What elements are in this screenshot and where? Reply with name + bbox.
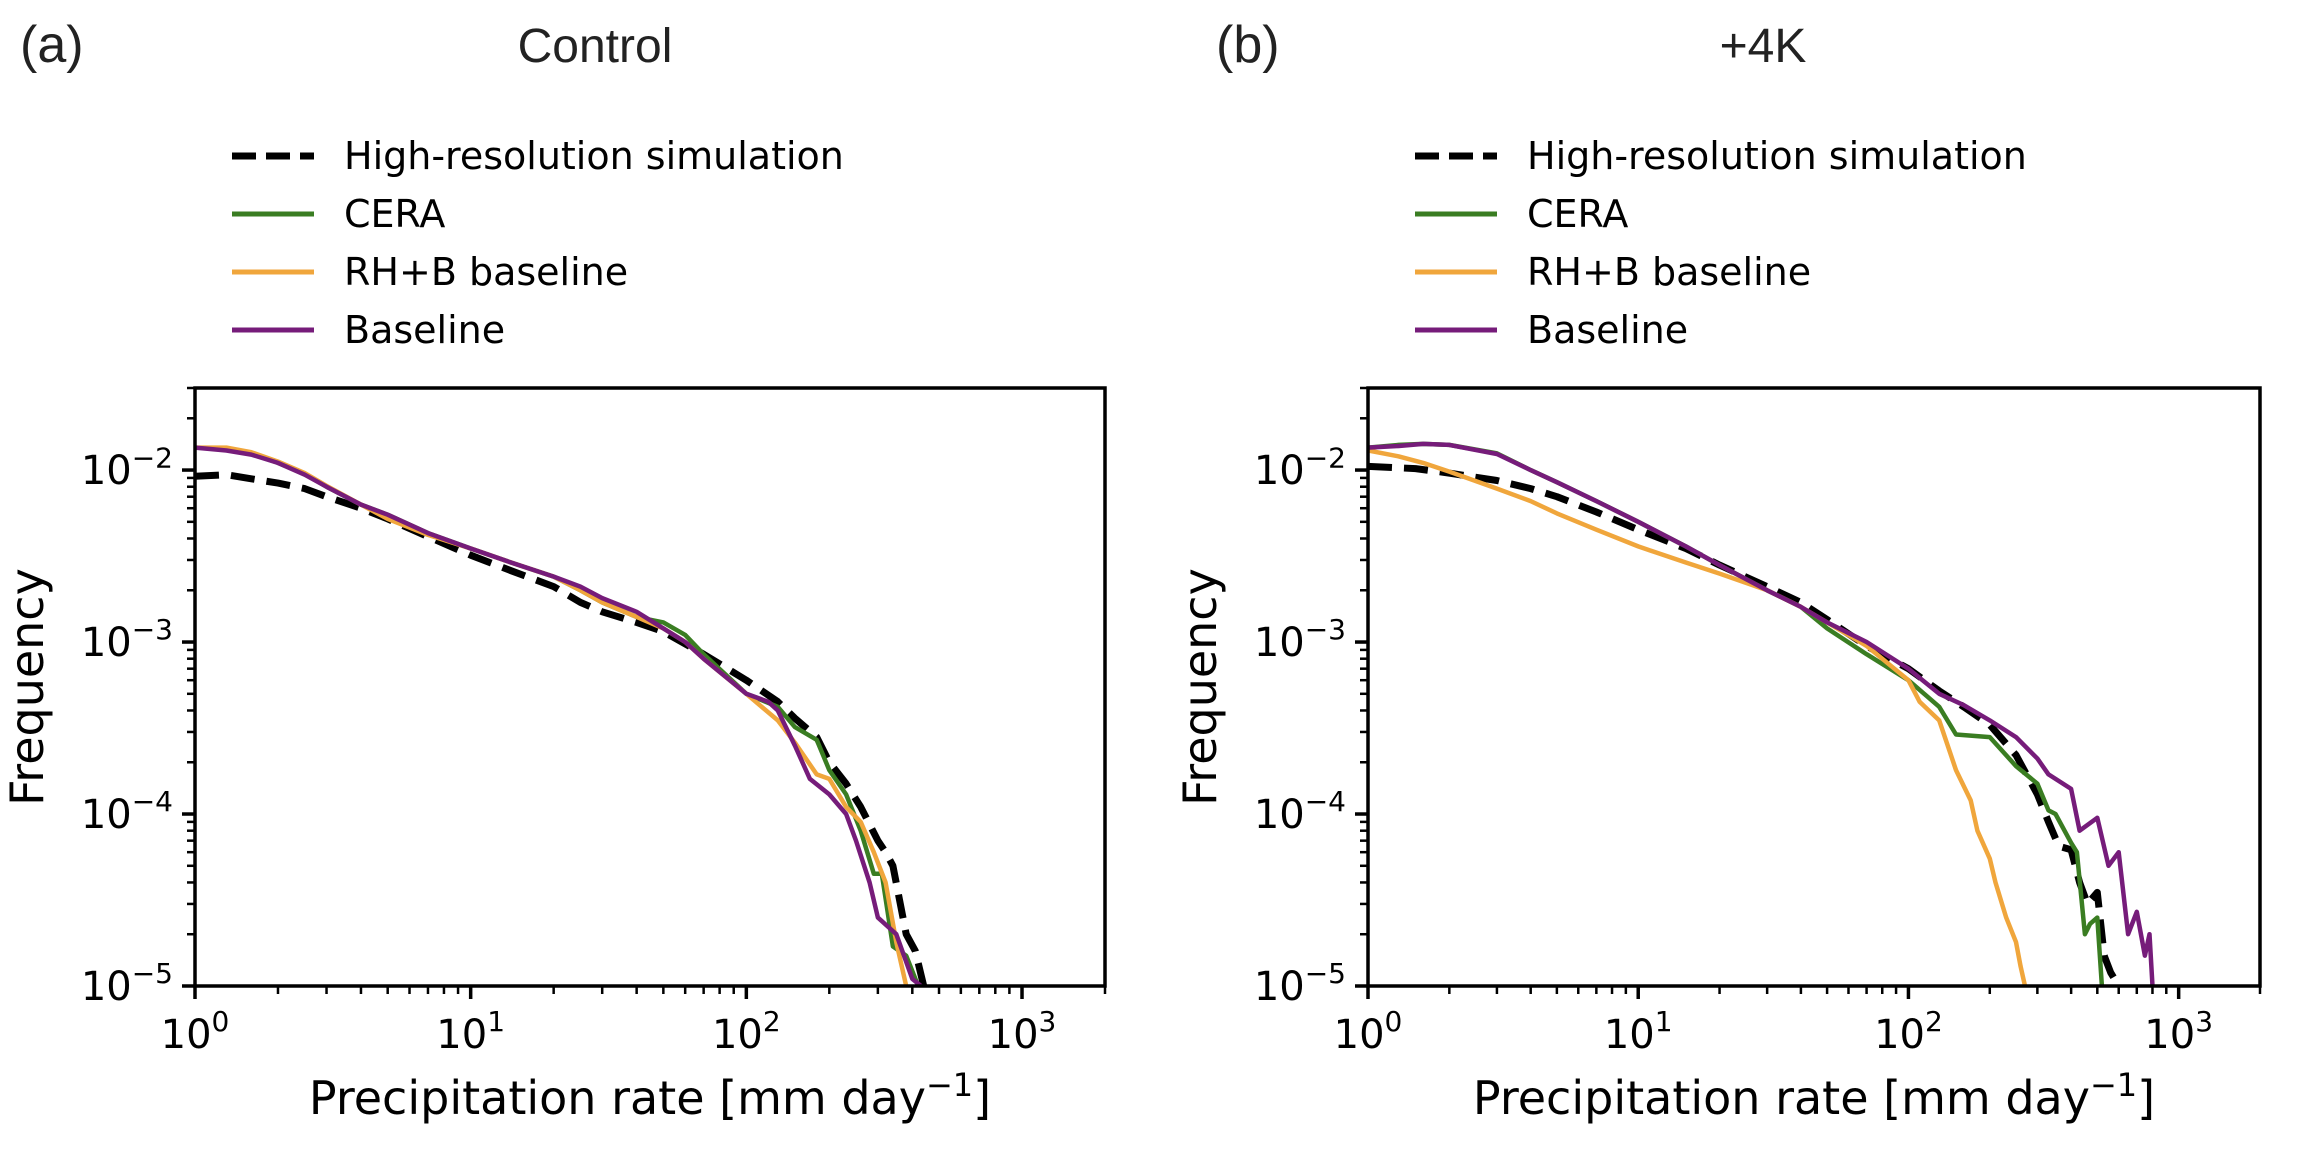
y-axis-label: Frequency — [1173, 568, 1227, 806]
chart-title: Control — [518, 20, 673, 73]
series-line-cera — [1368, 441, 2105, 986]
legend-item: High-resolution simulation — [232, 134, 844, 178]
legend-label: Baseline — [344, 308, 505, 352]
x-axis-label: Precipitation rate [mm day−1] — [1473, 1066, 2155, 1125]
legend-item: RH+B baseline — [1415, 250, 1811, 294]
legend-item: RH+B baseline — [232, 250, 628, 294]
axes-frame — [193, 386, 1107, 988]
legend-item: High-resolution simulation — [1415, 134, 2027, 178]
legend-item: CERA — [232, 192, 445, 236]
legend-label: CERA — [344, 192, 445, 236]
axes-frame — [1366, 386, 2262, 988]
chart-panel-a: (a) Control High-resolution simulation CERA… — [0, 16, 1107, 1125]
series-line-high-resolution-simulation — [195, 471, 928, 986]
legend-label: CERA — [1527, 192, 1628, 236]
legend-item: Baseline — [1415, 308, 1688, 352]
legend-label: High-resolution simulation — [344, 134, 844, 178]
x-tick-label: 103 — [2144, 1005, 2213, 1058]
plot-area — [1368, 441, 2155, 986]
y-axis-label: Frequency — [0, 568, 54, 806]
series-line-cera — [195, 445, 921, 986]
y-tick-label: 10−2 — [81, 441, 173, 494]
y-tick-label: 10−2 — [1254, 441, 1346, 494]
series-line-baseline — [1368, 441, 2155, 986]
panel-label: (a) — [20, 16, 84, 74]
legend-item: CERA — [1415, 192, 1628, 236]
legend-label: Baseline — [1527, 308, 1688, 352]
y-tick-label: 10−5 — [81, 957, 173, 1010]
series-line-high-resolution-simulation — [1368, 462, 2122, 986]
x-axis-label: Precipitation rate [mm day−1] — [309, 1066, 991, 1125]
panel-label: (b) — [1216, 16, 1280, 74]
legend: High-resolution simulation CERA RH+B basel… — [1415, 134, 2027, 352]
series-line-rh-b-baseline — [195, 445, 909, 986]
x-tick-label: 103 — [988, 1005, 1057, 1058]
legend-label: RH+B baseline — [1527, 250, 1811, 294]
y-tick-label: 10−3 — [81, 613, 173, 666]
x-tick-label: 100 — [1334, 1005, 1403, 1058]
legend-label: RH+B baseline — [344, 250, 628, 294]
x-tick-label: 100 — [161, 1005, 230, 1058]
series-line-rh-b-baseline — [1368, 448, 2028, 986]
legend-label: High-resolution simulation — [1527, 134, 2027, 178]
x-tick-label: 102 — [1874, 1005, 1943, 1058]
x-tick-label: 102 — [712, 1005, 781, 1058]
legend-item: Baseline — [232, 308, 505, 352]
y-tick-label: 10−5 — [1254, 957, 1346, 1010]
legend: High-resolution simulation CERA RH+B basel… — [232, 134, 844, 352]
y-tick-label: 10−4 — [81, 785, 173, 838]
y-tick-label: 10−3 — [1254, 613, 1346, 666]
plot-area — [195, 445, 928, 986]
chart-panel-b: (b) +4K High-resolution simulation CERA RH+B… — [1173, 16, 2262, 1125]
chart-title: +4K — [1720, 20, 1807, 73]
series-line-baseline — [195, 445, 923, 986]
x-tick-label: 101 — [436, 1005, 505, 1058]
y-tick-label: 10−4 — [1254, 785, 1346, 838]
x-tick-label: 101 — [1604, 1005, 1673, 1058]
